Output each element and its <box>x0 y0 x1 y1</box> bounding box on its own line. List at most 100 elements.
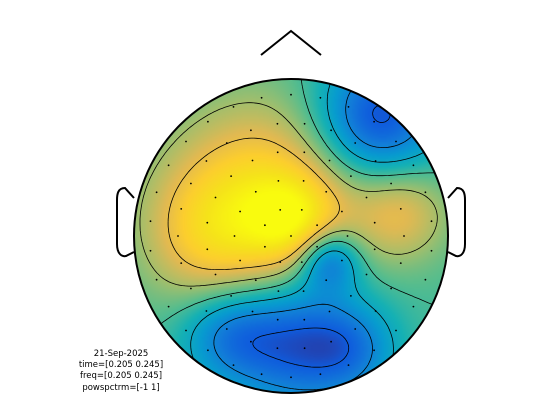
electrode-marker <box>390 182 392 185</box>
electrode-marker <box>239 210 242 213</box>
electrode-marker <box>316 224 318 227</box>
electrode-marker <box>180 262 183 264</box>
electrode-marker <box>302 180 305 182</box>
electrode-marker <box>330 340 332 343</box>
electrode-marker <box>250 340 252 343</box>
electrode-marker <box>276 151 279 154</box>
electrode-marker <box>325 190 328 193</box>
caption-param: powspctrm=[-1 1] <box>82 382 160 393</box>
electrode-marker <box>214 196 217 199</box>
electrode-marker <box>185 140 187 143</box>
electrode-marker <box>279 209 282 211</box>
electrode-marker <box>424 278 427 281</box>
electrode-marker <box>260 96 263 99</box>
electrode-marker <box>373 248 376 251</box>
electrode-marker <box>424 191 427 194</box>
electrode-marker <box>205 310 208 312</box>
electrode-marker <box>316 245 318 248</box>
electrode-marker <box>347 106 350 108</box>
electrode-marker <box>302 290 305 292</box>
electrode-marker <box>254 279 257 282</box>
electrode-marker <box>365 196 368 199</box>
electrode-marker <box>430 249 433 252</box>
head-circle <box>133 78 449 394</box>
electrode-marker <box>399 262 402 264</box>
electrode-marker <box>300 261 303 263</box>
electrode-marker <box>149 220 152 223</box>
electrode-marker <box>346 235 349 237</box>
contour-line <box>252 105 391 368</box>
electrode-marker <box>303 318 306 321</box>
electrode-marker <box>279 261 282 263</box>
caption-time: time=[0.205 0.245] <box>78 360 164 371</box>
electrode-marker <box>264 224 266 227</box>
electrode-marker <box>225 328 228 330</box>
electrode-marker <box>373 120 375 123</box>
head-outline <box>116 29 466 394</box>
left-ear <box>116 186 135 258</box>
electrode-marker <box>250 129 252 132</box>
electrode-marker <box>374 160 377 162</box>
electrode-marker <box>390 287 392 290</box>
electrode-marker <box>254 190 257 193</box>
electrode-marker <box>303 151 306 154</box>
contour-line <box>139 102 438 287</box>
electrode-marker <box>233 235 236 237</box>
electrode-marker <box>206 248 209 251</box>
electrode-marker <box>354 328 357 330</box>
electrode-marker <box>276 347 279 350</box>
electrode-marker <box>399 208 402 210</box>
electrode-marker <box>374 310 377 312</box>
electrode-marker <box>290 376 292 379</box>
electrode-marker <box>430 220 433 223</box>
electrode-marker <box>180 208 183 210</box>
contour-line <box>167 137 340 270</box>
electrode-marker <box>205 160 208 162</box>
electrode-marker <box>190 287 192 290</box>
electrode-marker <box>232 106 235 108</box>
electrode-marker <box>251 310 254 313</box>
plot-caption: 21-Sep-2025 time=[0.205 0.245] freq=[0.2… <box>56 349 186 394</box>
electrode-marker <box>350 295 352 297</box>
electrode-marker <box>354 142 357 144</box>
electrode-marker <box>167 305 170 308</box>
electrode-marker <box>365 273 368 276</box>
caption-date: 21-Sep-2025 <box>93 349 149 359</box>
electrode-marker <box>155 191 158 194</box>
electrode-marker <box>251 159 254 162</box>
right-ear <box>447 186 466 258</box>
electrode-marker <box>214 273 217 276</box>
electrode-marker <box>190 182 192 185</box>
electrode-marker <box>239 259 242 262</box>
nose <box>260 29 322 56</box>
electrode-marker <box>264 245 266 248</box>
electrode-marker <box>303 122 306 125</box>
electrode-marker <box>395 329 397 332</box>
electrode-marker <box>207 120 209 123</box>
electrode-marker <box>276 122 279 125</box>
electrode-marker <box>260 373 263 376</box>
electrode-markers <box>149 93 433 379</box>
electrode-marker <box>341 259 343 262</box>
electrode-marker <box>206 221 209 224</box>
electrode-marker <box>230 175 233 178</box>
electrode-marker <box>347 364 350 366</box>
electrode-marker <box>185 329 187 332</box>
electrode-marker <box>167 164 170 167</box>
electrode-marker <box>207 349 209 352</box>
electrode-marker <box>412 305 415 308</box>
caption-freq: freq=[0.205 0.245] <box>79 371 163 382</box>
electrode-marker <box>303 347 306 350</box>
electrode-marker <box>373 349 375 352</box>
electrode-marker <box>149 249 152 252</box>
electrode-marker <box>290 93 292 96</box>
electrode-marker <box>350 175 352 178</box>
electrode-marker <box>330 129 332 132</box>
electrode-marker <box>230 295 233 297</box>
electrode-marker <box>319 96 322 99</box>
electrode-marker <box>277 180 280 182</box>
electrode-marker <box>177 235 179 237</box>
contour-lines <box>134 79 448 393</box>
electrode-marker <box>232 364 235 366</box>
